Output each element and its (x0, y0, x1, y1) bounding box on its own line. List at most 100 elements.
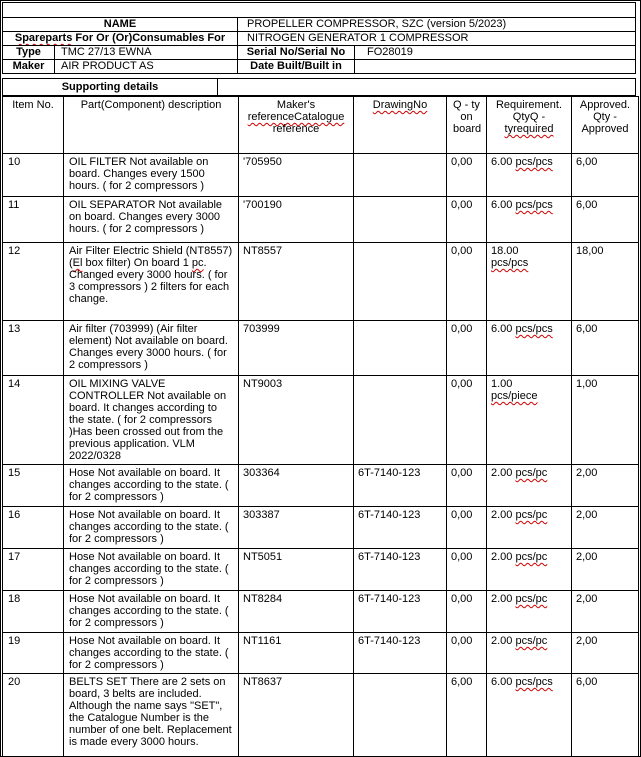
cell-qty-on-board: 0,00 (446, 464, 487, 507)
cell-requirement-qty: 2.00 pcs/pc (486, 632, 572, 674)
cell-drawing-no (353, 153, 447, 197)
cell-requirement-qty: 6.00 pcs/pcs (486, 196, 572, 243)
requirement-unit: pcs/pc (515, 593, 548, 605)
text-fragment: box filter) On board 1 (82, 257, 192, 269)
text-fragment: Approved. Qty - Approved (579, 99, 631, 135)
cell-item-no: 20 (2, 673, 64, 756)
cell-requirement-qty: 6.00 pcs/pcs (486, 320, 572, 376)
table-row: 20 BELTS SET There are 2 sets on board, … (2, 673, 639, 756)
requirement-unit: pcs/pcs (491, 257, 529, 269)
col-header-qty-on-board: Q - ty on board (446, 96, 487, 154)
cell-qty-on-board: 0,00 (446, 320, 487, 376)
cell-qty-on-board: 0,00 (446, 548, 487, 591)
misspelled-word: referenceCatalogue (247, 111, 345, 123)
cell-makers-reference: NT1161 (238, 632, 354, 674)
cell-description: Hose Not available on board. It changes … (63, 506, 239, 549)
cell-makers-reference: 703999 (238, 320, 354, 376)
col-header-makers-reference: Maker's referenceCatalogue reference (238, 96, 354, 154)
requirement-unit: pcs/pc (515, 467, 548, 479)
table-row: 15 Hose Not available on board. It chang… (2, 464, 639, 507)
document-header-table: NAME PROPELLER COMPRESSOR, SZC (version … (2, 2, 636, 74)
spareparts-value: NITROGEN GENERATOR 1 COMPRESSOR (237, 31, 636, 46)
misspelled-word: Spareparts (14, 32, 73, 45)
misspelled-word: tyrequired (504, 123, 554, 135)
cell-description: Hose Not available on board. It changes … (63, 632, 239, 674)
cell-approved-qty: 2,00 (571, 590, 639, 633)
text-fragment: Requirement. QtyQ - (495, 99, 563, 123)
parts-table-header-row: Item No. Part(Component) description Mak… (2, 96, 639, 154)
cell-qty-on-board: 0,00 (446, 506, 487, 549)
requirement-unit: pcs/pcs (515, 199, 553, 211)
supporting-details-table: Supporting details (2, 78, 636, 96)
name-row: NAME PROPELLER COMPRESSOR, SZC (version … (2, 17, 636, 32)
table-row: 10 OIL FILTER Not available on board. Ch… (2, 153, 639, 197)
cell-item-no: 17 (2, 548, 64, 591)
cell-drawing-no: 6T-7140-123 (353, 506, 447, 549)
cell-drawing-no: 6T-7140-123 (353, 548, 447, 591)
cell-requirement-qty: 2.00 pcs/pc (486, 590, 572, 633)
cell-qty-on-board: 0,00 (446, 242, 487, 321)
cell-drawing-no (353, 673, 447, 756)
cell-makers-reference: NT8284 (238, 590, 354, 633)
text-fragment: Maker's (276, 99, 316, 111)
cell-approved-qty: 6,00 (571, 320, 639, 376)
cell-drawing-no (353, 196, 447, 243)
col-header-drawing-no: DrawingNo (353, 96, 447, 154)
cell-description: BELTS SET There are 2 sets on board, 3 b… (63, 673, 239, 756)
cell-qty-on-board: 0,00 (446, 196, 487, 243)
col-header-approved-qty: Approved. Qty - Approved (571, 96, 639, 154)
cell-approved-qty: 6,00 (571, 153, 639, 197)
maker-label: Maker (2, 59, 55, 74)
text-fragment: Part(Component) description (80, 99, 222, 111)
cell-item-no: 12 (2, 242, 64, 321)
cell-requirement-qty: 2.00 pcs/pc (486, 506, 572, 549)
cell-approved-qty: 1,00 (571, 375, 639, 465)
cell-approved-qty: 2,00 (571, 548, 639, 591)
spareparts-row: Spareparts For Or (Or)Consumables For NI… (2, 31, 636, 46)
date-built-label: Date Built/Built in (237, 59, 355, 74)
cell-description: OIL SEPARATOR Not available on board. Ch… (63, 196, 239, 243)
text-fragment: Hose Not available on board. It changes … (69, 467, 229, 503)
misspelled-word: pc (191, 257, 204, 269)
serial-no-label: Serial No/Serial No (237, 45, 355, 60)
cell-makers-reference: NT9003 (238, 375, 354, 465)
text-fragment: Hose Not available on board. It changes … (69, 635, 229, 671)
cell-makers-reference: NT8557 (238, 242, 354, 321)
cell-item-no: 15 (2, 464, 64, 507)
cell-approved-qty: 18,00 (571, 242, 639, 321)
requirement-unit: pcs/pcs (515, 676, 553, 688)
cell-makers-reference: 303387 (238, 506, 354, 549)
table-row: 11 OIL SEPARATOR Not available on board.… (2, 196, 639, 243)
cell-requirement-qty: 2.00 pcs/pc (486, 464, 572, 507)
text-fragment: BELTS SET There are 2 sets on board, 3 b… (69, 676, 232, 748)
text-fragment: OIL MIXING VALVE CONTROLLER Not availabl… (69, 378, 227, 462)
serial-no-value: FO28019 (354, 45, 636, 60)
cell-item-no: 10 (2, 153, 64, 197)
cell-drawing-no: 6T-7140-123 (353, 464, 447, 507)
cell-requirement-qty: 6.00 pcs/pcs (486, 673, 572, 756)
cell-makers-reference: NT5051 (238, 548, 354, 591)
requirement-unit: pcs/pc (515, 635, 548, 647)
cell-approved-qty: 2,00 (571, 632, 639, 674)
cell-qty-on-board: 0,00 (446, 153, 487, 197)
cell-description: Air filter (703999) (Air filter element)… (63, 320, 239, 376)
cell-description: OIL MIXING VALVE CONTROLLER Not availabl… (63, 375, 239, 465)
cell-description: Air Filter Electric Shield (NT8557) (El … (63, 242, 239, 321)
cell-qty-on-board: 6,00 (446, 673, 487, 756)
cell-description: OIL FILTER Not available on board. Chang… (63, 153, 239, 197)
cell-item-no: 11 (2, 196, 64, 243)
text-fragment: OIL SEPARATOR Not available on board. Ch… (69, 199, 223, 235)
table-row: 12 Air Filter Electric Shield (NT8557) (… (2, 242, 639, 321)
cell-item-no: 18 (2, 590, 64, 633)
maker-value: AIR PRODUCT AS (54, 59, 238, 74)
text-fragment: Air filter (703999) (Air filter element)… (69, 323, 228, 371)
type-label: Type (2, 45, 55, 60)
date-built-value (354, 59, 636, 74)
maker-row: Maker AIR PRODUCT AS Date Built/Built in (2, 59, 636, 74)
cell-item-no: 19 (2, 632, 64, 674)
table-row: 16 Hose Not available on board. It chang… (2, 506, 639, 549)
cell-qty-on-board: 0,00 (446, 375, 487, 465)
cell-requirement-qty: 2.00 pcs/pc (486, 548, 572, 591)
parts-table-body: 10 OIL FILTER Not available on board. Ch… (2, 153, 639, 756)
cell-approved-qty: 6,00 (571, 673, 639, 756)
